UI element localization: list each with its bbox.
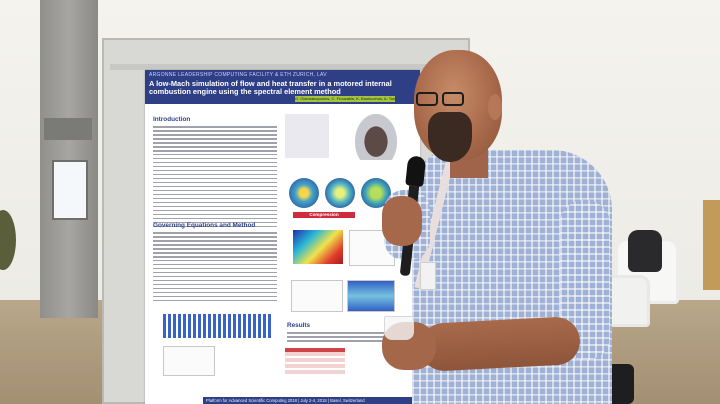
- poster-organization: ARGONNE LEADERSHIP COMPUTING FACILITY & …: [149, 72, 327, 78]
- glasses-lens: [416, 92, 438, 106]
- poster-footer: Platform for Advanced Scientific Computi…: [203, 397, 413, 404]
- poster-table: [285, 114, 329, 158]
- name-badge: [420, 262, 436, 290]
- research-poster: ARGONNE LEADERSHIP COMPUTING FACILITY & …: [145, 70, 420, 404]
- section-results: Results: [287, 322, 311, 329]
- bar-chart-figure: [163, 314, 273, 338]
- simulation-image: [289, 178, 319, 208]
- results-text: [287, 332, 387, 344]
- pillar-sign: [44, 118, 92, 140]
- glasses: [416, 92, 468, 108]
- section-governing-equations: Governing Equations and Method: [153, 222, 256, 229]
- poster-title: A low-Mach simulation of flow and heat t…: [149, 79, 392, 97]
- pillar-screen: [52, 160, 88, 220]
- poster-authors: G. Giannakopoulos, C. Frouzakis, K. Boul…: [295, 96, 395, 102]
- glasses-lens: [442, 92, 464, 106]
- backpack: [628, 230, 662, 272]
- section-introduction: Introduction: [153, 116, 191, 123]
- plant: [0, 210, 16, 270]
- introduction-text: [153, 126, 277, 230]
- contour-figure: [347, 280, 395, 312]
- forearm: [418, 315, 582, 373]
- poster-board-rail: [110, 64, 462, 70]
- compression-label: Compression: [293, 212, 355, 218]
- microphone-head: [405, 155, 427, 188]
- heatmap-figure: [293, 230, 343, 264]
- equations-text: [153, 232, 277, 304]
- hand-holding-microphone: [382, 196, 422, 246]
- pillar: [40, 0, 98, 318]
- plastic-cup: [384, 316, 414, 340]
- poster-header: ARGONNE LEADERSHIP COMPUTING FACILITY & …: [145, 70, 420, 104]
- beard: [428, 112, 472, 162]
- wooden-cabinet: [703, 200, 720, 290]
- simulation-image: [325, 178, 355, 208]
- results-table: [285, 348, 345, 376]
- scaling-plot-figure: [163, 346, 215, 376]
- engine-diagram: [355, 114, 397, 160]
- ear: [488, 94, 502, 120]
- line-plot-figure: [291, 280, 343, 312]
